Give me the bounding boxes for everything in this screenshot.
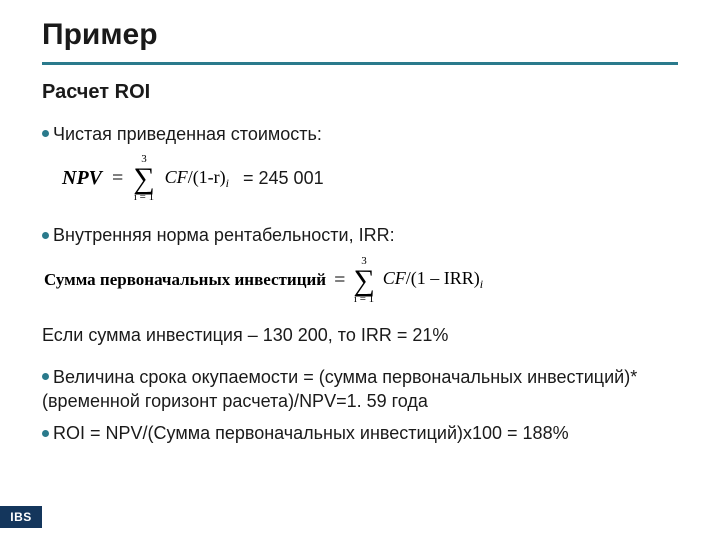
rhs-rest: /(1 – IRR) [406, 268, 480, 288]
formula-rhs: CF/(1-r)i [165, 167, 229, 191]
bullet-text: Величина срока окупаемости = (сумма перв… [42, 367, 637, 411]
irr-result-line: Если сумма инвестиция – 130 200, то IRR … [42, 323, 678, 347]
formula-lhs: NPV [62, 167, 102, 190]
bullet-item-roi: ROI = NPV/(Сумма первоначальных инвестиц… [42, 421, 678, 445]
slide: Пример Расчет ROI Чистая приведенная сто… [0, 0, 720, 446]
bullet-icon [42, 232, 49, 239]
sigma-icon: 3 ∑ i = 1 [353, 256, 374, 305]
sigma-symbol: ∑ [133, 165, 154, 192]
formula-npv: NPV = 3 ∑ i = 1 CF/(1-r)i = 245 001 [62, 154, 678, 203]
rhs-cf: CF [383, 268, 406, 288]
sigma-symbol: ∑ [353, 267, 374, 294]
bullet-text: ROI = NPV/(Сумма первоначальных инвестиц… [53, 423, 569, 443]
rhs-rest: /(1-r) [188, 167, 226, 187]
bullet-text: Внутренняя норма рентабельности, IRR: [53, 225, 395, 245]
bullet-icon [42, 130, 49, 137]
formula-lhs: Сумма первоначальных инвестиций [44, 270, 326, 290]
formula-eq: = [334, 269, 345, 292]
page-title: Пример [42, 18, 678, 52]
formula-irr: Сумма первоначальных инвестиций = 3 ∑ i … [44, 256, 678, 305]
rhs-sub: i [226, 176, 229, 190]
bullet-item-npv: Чистая приведенная стоимость: [42, 122, 678, 146]
bullet-text: Чистая приведенная стоимость: [53, 124, 322, 144]
rhs-cf: CF [165, 167, 188, 187]
section-subtitle: Расчет ROI [42, 81, 678, 104]
bullet-icon [42, 373, 49, 380]
formula-result: = 245 001 [243, 168, 324, 189]
formula-rhs: CF/(1 – IRR)i [383, 268, 483, 292]
sum-lower: i = 1 [134, 192, 154, 203]
rhs-sub: i [480, 277, 483, 291]
sum-lower: i = 1 [354, 294, 374, 305]
bullet-icon [42, 430, 49, 437]
bullet-item-irr: Внутренняя норма рентабельности, IRR: [42, 223, 678, 247]
formula-eq: = [112, 167, 123, 190]
sigma-icon: 3 ∑ i = 1 [133, 154, 154, 203]
title-divider [42, 62, 678, 65]
logo-ibs: IBS [0, 506, 42, 528]
bullet-item-payback: Величина срока окупаемости = (сумма перв… [42, 365, 678, 414]
